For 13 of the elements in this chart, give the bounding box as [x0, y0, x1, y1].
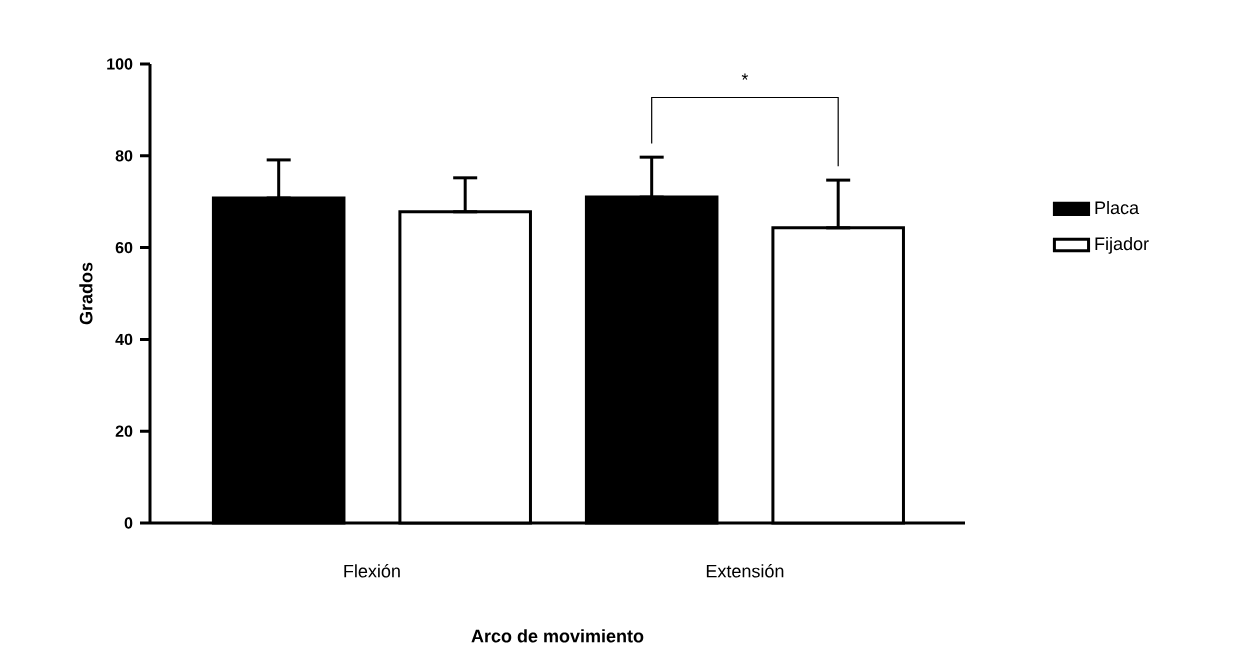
legend-label: Fijador: [1095, 236, 1149, 254]
y-tick-label: 60: [115, 241, 133, 254]
y-axis-title: Grados: [79, 262, 93, 325]
x-axis-title: Arco de movimiento: [471, 629, 644, 643]
x-tick-label: Extensión: [706, 564, 784, 578]
y-tick-label: 40: [115, 333, 133, 346]
y-tick-label: 20: [115, 425, 133, 437]
y-tick-label: 80: [115, 150, 133, 162]
y-tick-label: 0: [124, 517, 133, 529]
y-tick-label: 100: [107, 58, 133, 70]
annotation: *: [741, 73, 749, 80]
x-tick-label: Flexión: [344, 564, 400, 578]
legend-label: Placa: [1095, 200, 1140, 215]
